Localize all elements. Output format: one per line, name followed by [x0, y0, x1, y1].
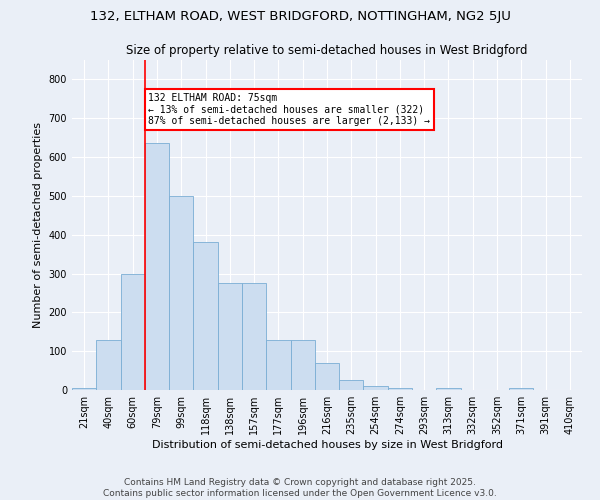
Text: 132, ELTHAM ROAD, WEST BRIDGFORD, NOTTINGHAM, NG2 5JU: 132, ELTHAM ROAD, WEST BRIDGFORD, NOTTIN…: [89, 10, 511, 23]
Bar: [218, 283, 242, 390]
Bar: [145, 144, 169, 390]
Text: 132 ELTHAM ROAD: 75sqm
← 13% of semi-detached houses are smaller (322)
87% of se: 132 ELTHAM ROAD: 75sqm ← 13% of semi-det…: [149, 93, 431, 126]
Bar: [72, 388, 96, 390]
Title: Size of property relative to semi-detached houses in West Bridgford: Size of property relative to semi-detach…: [126, 44, 528, 58]
Bar: [169, 196, 193, 390]
Bar: [193, 242, 218, 390]
Bar: [388, 388, 412, 390]
Bar: [121, 274, 145, 390]
Bar: [315, 363, 339, 390]
Bar: [96, 340, 121, 390]
Bar: [339, 380, 364, 390]
X-axis label: Distribution of semi-detached houses by size in West Bridgford: Distribution of semi-detached houses by …: [151, 440, 503, 450]
Bar: [266, 340, 290, 390]
Bar: [242, 283, 266, 390]
Bar: [364, 386, 388, 390]
Bar: [290, 340, 315, 390]
Bar: [509, 388, 533, 390]
Y-axis label: Number of semi-detached properties: Number of semi-detached properties: [33, 122, 43, 328]
Text: Contains HM Land Registry data © Crown copyright and database right 2025.
Contai: Contains HM Land Registry data © Crown c…: [103, 478, 497, 498]
Bar: [436, 388, 461, 390]
